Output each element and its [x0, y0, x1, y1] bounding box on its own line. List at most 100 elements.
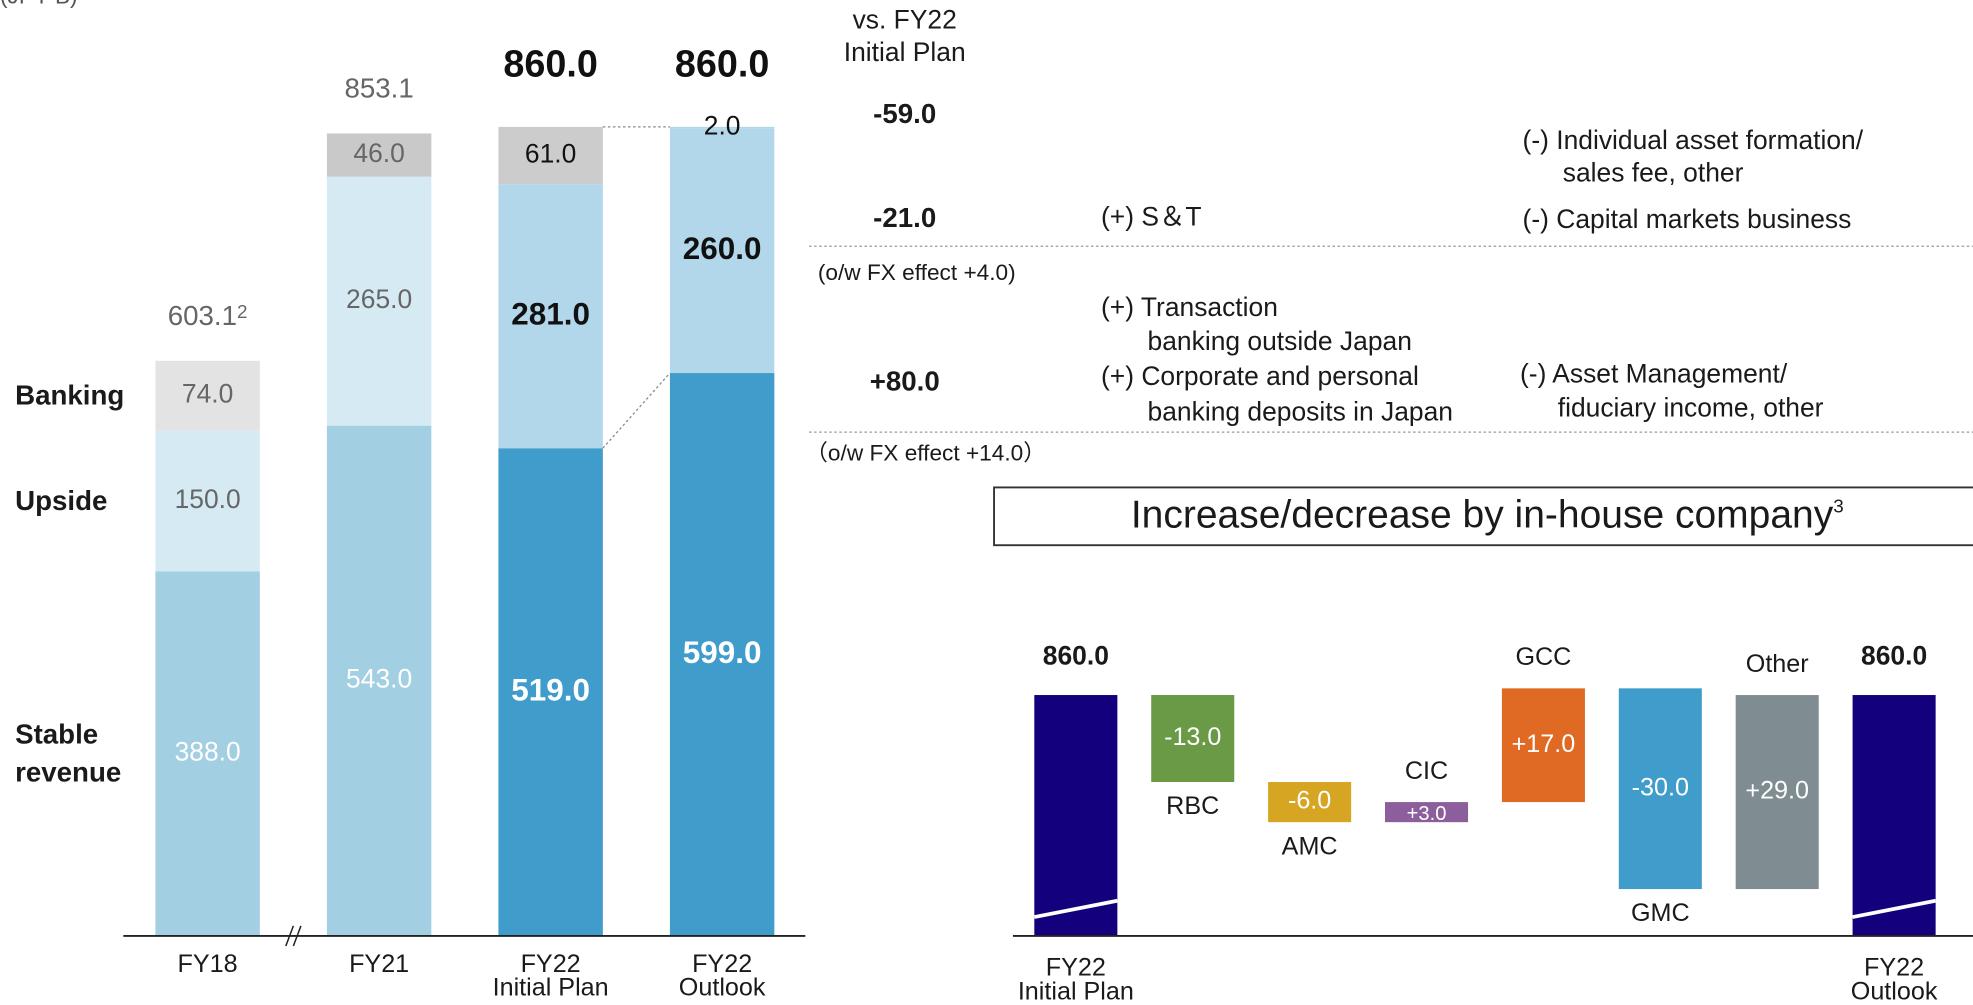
value-label: 260.0 — [683, 231, 762, 266]
plus-factor: (+) S＆T — [1101, 202, 1202, 232]
value-label: 860.0 — [1861, 640, 1927, 670]
x-tick-label: Other — [1746, 650, 1809, 678]
value-label: 61.0 — [525, 138, 576, 168]
legend-label: Upside — [15, 484, 108, 516]
value-label: 74.0 — [182, 379, 233, 409]
axis-break — [292, 925, 302, 947]
minus-factor: sales fee, other — [1563, 158, 1744, 188]
unit: (JPY B) — [0, 0, 78, 8]
plus-factor: banking deposits in Japan — [1148, 396, 1453, 426]
x-tick-label-line: Other — [1746, 650, 1809, 678]
x-tick-label-line: FY18 — [178, 949, 238, 977]
x-tick-label-line: FY22 — [1046, 953, 1106, 981]
bar-segment — [669, 128, 775, 374]
x-tick-label: FY22 Outlook — [679, 949, 766, 1001]
x-tick-label: AMC — [1282, 832, 1338, 860]
bar-segment — [669, 126, 775, 129]
x-tick-label: FY22 Initial Plan — [493, 949, 609, 1001]
bar-segment — [155, 571, 260, 936]
chart-title: Increase/decrease by in-house company3 — [1131, 494, 1844, 537]
x-tick-label: GCC — [1515, 643, 1571, 671]
x-tick-label: CIC — [1405, 757, 1448, 785]
footnote-marker: 3 — [1833, 496, 1843, 517]
x-tick-label-line: Outlook — [1851, 977, 1938, 1005]
connector — [602, 372, 671, 449]
bar — [1034, 695, 1118, 936]
bar — [1151, 695, 1235, 783]
bar-segment — [498, 126, 603, 185]
value-label: 543.0 — [346, 664, 412, 694]
value-label: 860.0 — [1043, 640, 1109, 670]
x-tick-label-line: CIC — [1405, 757, 1448, 785]
comparison-header: Initial Plan — [844, 37, 966, 67]
total-label: 860.0 — [503, 43, 597, 85]
comparison-header: vs. FY22 — [853, 4, 957, 34]
x-tick-label-line: FY22 — [692, 949, 752, 977]
plus-factor: banking outside Japan — [1148, 326, 1412, 356]
x-tick-label: FY22 Initial Plan — [1018, 953, 1134, 1005]
x-tick-label: FY21 — [349, 949, 409, 977]
change: +80.0 — [870, 365, 940, 396]
legend-item: Upside — [15, 484, 108, 516]
bar — [1852, 695, 1936, 936]
bar — [1385, 802, 1469, 823]
x-tick-label: GMC — [1631, 899, 1690, 927]
footnote-marker: 2 — [237, 301, 247, 322]
change: -59.0 — [873, 98, 936, 129]
value-label: 46.0 — [353, 138, 404, 168]
x-tick-label-line: FY21 — [349, 949, 409, 977]
value-label: +17.0 — [1512, 730, 1576, 758]
axis-break — [285, 925, 295, 947]
value-label: -30.0 — [1632, 773, 1689, 801]
x-tick-label: RBC — [1166, 792, 1219, 820]
bar — [1268, 782, 1352, 823]
value-label: +29.0 — [1745, 777, 1809, 805]
x-tick-label: FY22 Outlook — [1851, 953, 1938, 1005]
bar — [1735, 695, 1819, 890]
x-tick-label-line: GMC — [1631, 899, 1690, 927]
bar-segment — [669, 373, 775, 936]
bar — [1618, 688, 1702, 890]
legend-item: Banking — [15, 379, 125, 411]
fx-note: （o/w FX effect +14.0） — [805, 441, 1046, 466]
legend-label: Banking — [15, 379, 125, 411]
plus-factor: (+) Corporate and personal — [1101, 361, 1419, 391]
total-text: 603.1 — [168, 300, 237, 331]
title-text: Increase/decrease by in-house company — [1131, 494, 1834, 537]
total-text: 860.0 — [675, 43, 769, 85]
minus-factor: (-) Capital markets business — [1523, 204, 1852, 234]
value-label: -13.0 — [1164, 723, 1221, 751]
x-tick-label-line: Outlook — [679, 973, 766, 1001]
bar-segment — [326, 425, 432, 936]
value-label: 2.0 — [704, 111, 741, 141]
break-mark — [1033, 898, 1118, 919]
value-label: +3.0 — [1407, 803, 1447, 825]
bar-segment — [155, 360, 260, 431]
total-label: 603.12 — [168, 300, 248, 331]
value-label: 281.0 — [511, 297, 590, 332]
bar-segment — [498, 448, 603, 936]
change: -21.0 — [873, 202, 936, 233]
total-text: 853.1 — [345, 73, 414, 104]
x-tick-label: FY18 — [178, 949, 238, 977]
x-tick-label-line: GCC — [1515, 643, 1571, 671]
value-label: 150.0 — [175, 484, 241, 514]
minus-factor: fiduciary income, other — [1558, 393, 1824, 423]
x-tick-label-line: Initial Plan — [1018, 977, 1134, 1005]
bar-segment — [498, 184, 603, 449]
value-label: 519.0 — [511, 672, 590, 707]
legend-item: Stable revenue — [15, 718, 122, 788]
x-tick-label-line: RBC — [1166, 792, 1219, 820]
value-label: 265.0 — [346, 284, 412, 314]
bar-segment — [326, 176, 432, 426]
x-tick-label-line: FY22 — [1864, 953, 1924, 981]
title-box — [993, 486, 1973, 547]
value-label: 599.0 — [683, 635, 762, 670]
legend-label: Stable revenue — [15, 718, 122, 788]
bar — [1501, 688, 1585, 803]
value-label: 388.0 — [175, 737, 241, 767]
total-text: 860.0 — [503, 43, 597, 85]
bar-segment — [326, 133, 432, 177]
bar-segment — [155, 430, 260, 572]
